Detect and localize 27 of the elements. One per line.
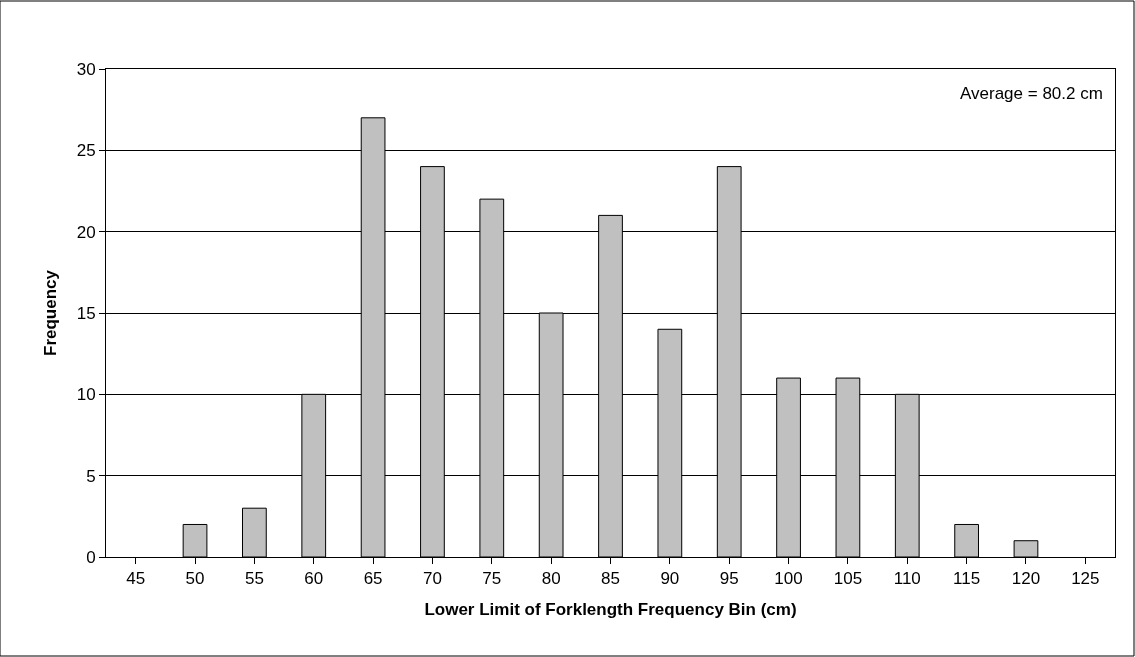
annotation: Average = 80.2 cm [960, 84, 1103, 103]
x-axis-title: Lower Limit of Forklength Frequency Bin (cm) [424, 599, 797, 619]
x-tick-label: 65 [363, 569, 383, 589]
x-tick-label: 100 [774, 569, 803, 589]
y-tick-label: 20 [76, 222, 96, 242]
x-tick-label: 105 [833, 569, 863, 589]
x-tick-label: 55 [244, 569, 264, 589]
y-tick-label: 0 [86, 547, 96, 567]
x-tick-label: 75 [482, 569, 502, 589]
y-tick-label: 5 [86, 466, 96, 486]
x-tick-label: 80 [541, 569, 561, 589]
x-tick-label: 50 [185, 569, 205, 589]
x-tick-label: 45 [126, 569, 146, 589]
x-tick-label: 90 [660, 569, 680, 589]
x-tick-label: 60 [304, 569, 324, 589]
x-tick-label: 125 [1071, 569, 1100, 589]
x-tick-label: 85 [601, 569, 620, 589]
x-tick-label: 120 [1011, 569, 1041, 589]
x-tick-label: 110 [893, 569, 921, 589]
y-tick-label: 15 [76, 303, 96, 323]
x-tick-label: 115 [953, 569, 981, 589]
y-axis-title: Frequency [41, 269, 61, 356]
x-tick-label: 70 [422, 569, 442, 589]
y-tick-label: 25 [76, 141, 96, 161]
y-tick-label: 30 [76, 59, 96, 79]
x-tick-label: 95 [719, 569, 739, 589]
y-tick-label: 10 [76, 385, 96, 405]
